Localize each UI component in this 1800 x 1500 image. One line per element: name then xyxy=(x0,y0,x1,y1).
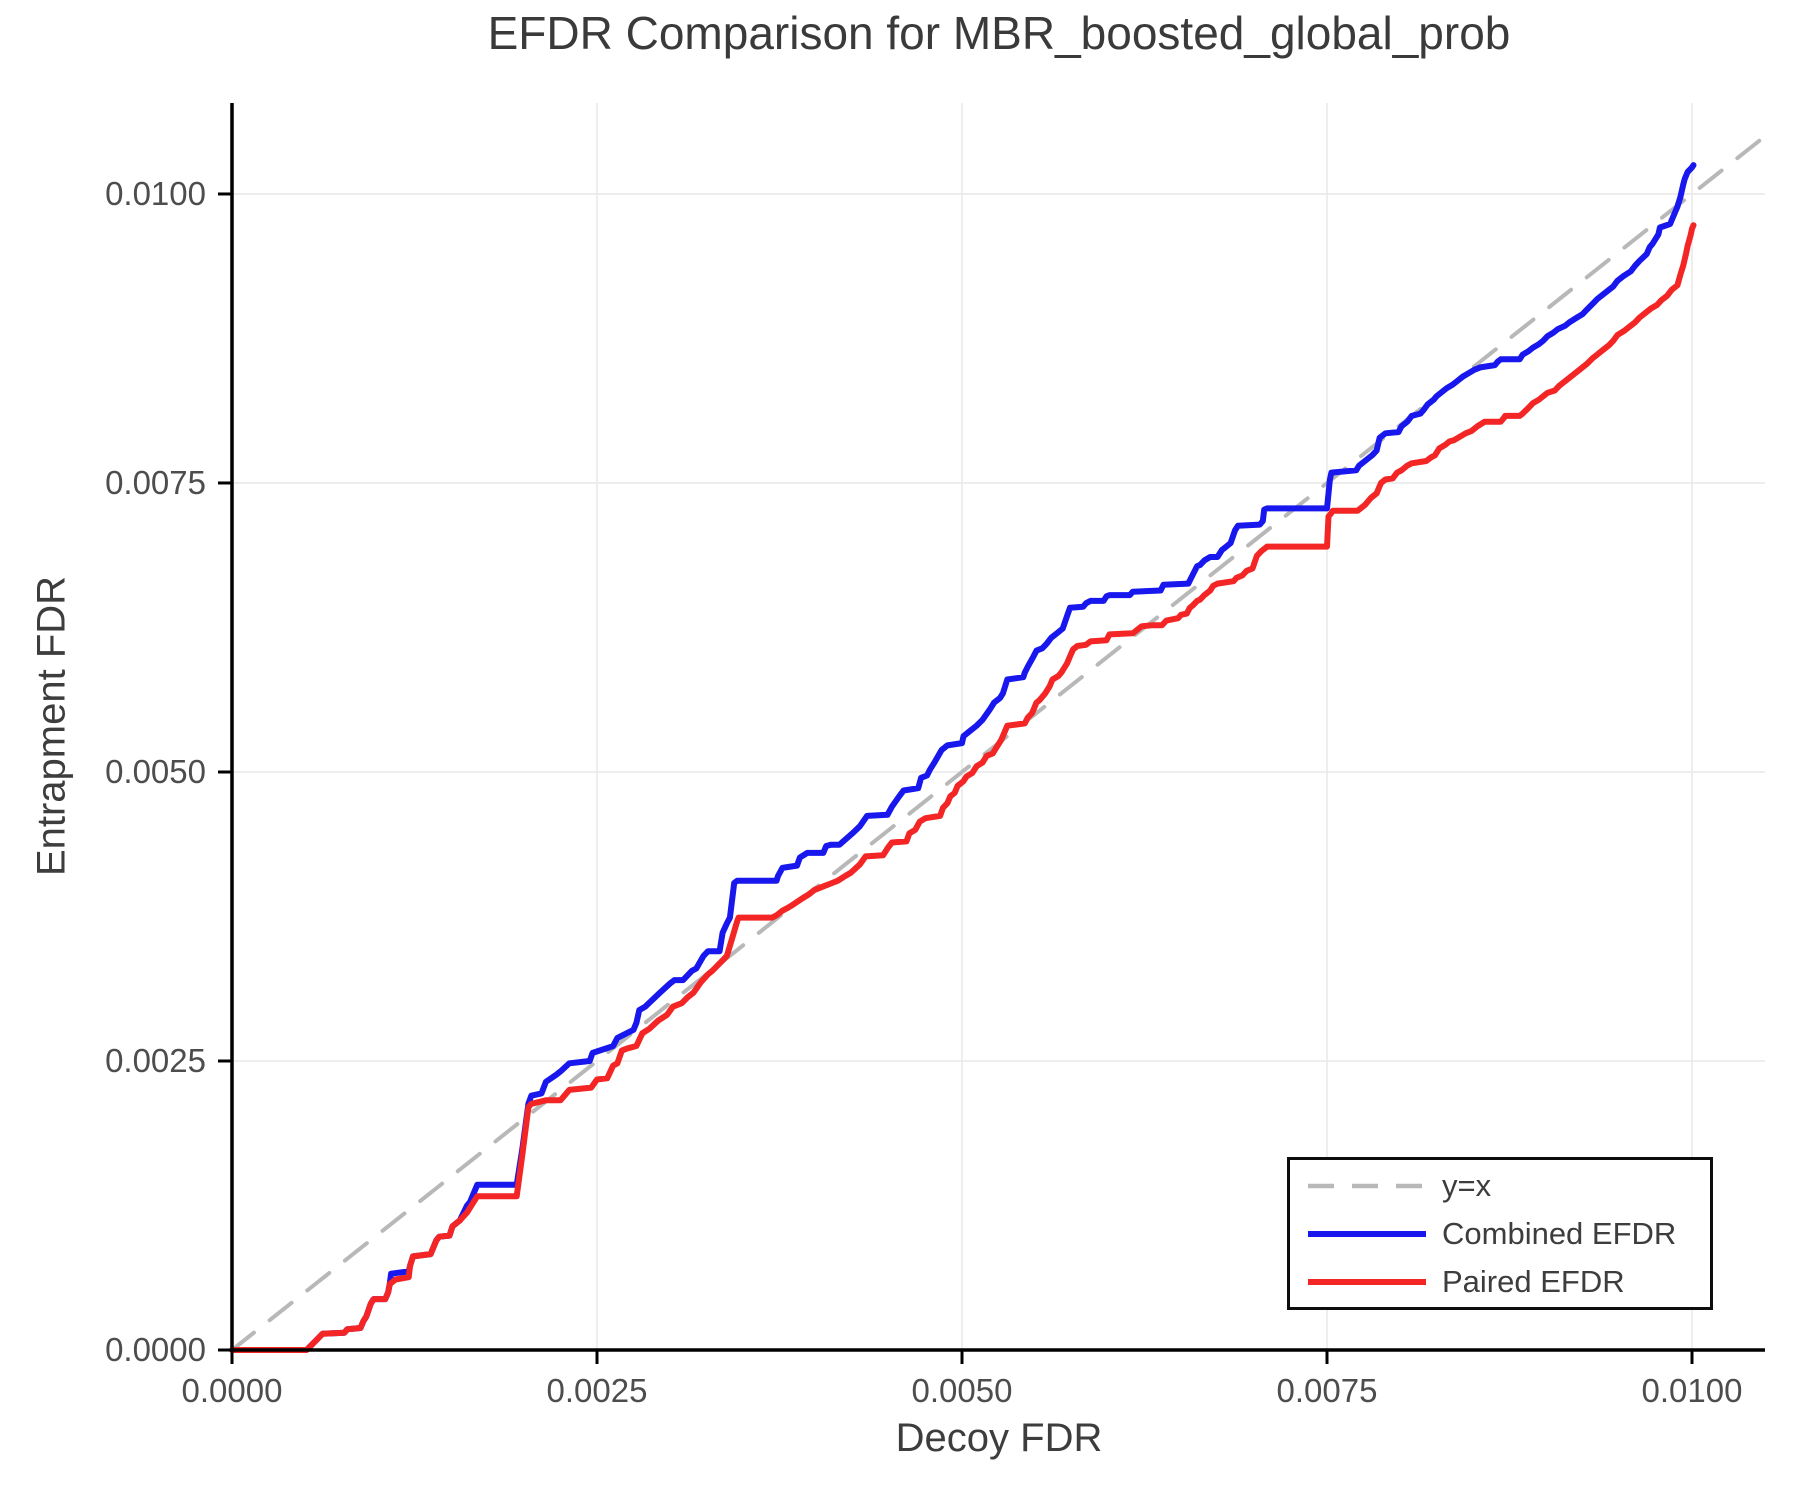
legend-row-identity: y=x xyxy=(1290,1164,1710,1208)
x-tick-label: 0.0075 xyxy=(1277,1372,1378,1409)
legend-row-combined: Combined EFDR xyxy=(1290,1212,1710,1256)
x-tick-label: 0.0050 xyxy=(912,1372,1013,1409)
x-axis-title: Decoy FDR xyxy=(895,1416,1103,1460)
legend: y=x Combined EFDR Paired EFDR xyxy=(1287,1157,1713,1310)
paired-efdr-line xyxy=(229,222,1697,1353)
combined-efdr-line xyxy=(229,162,1697,1353)
y-tick-label: 0.0000 xyxy=(105,1331,206,1368)
x-tick-label: 0.0000 xyxy=(182,1372,283,1409)
chart-title: EFDR Comparison for MBR_boosted_global_p… xyxy=(487,7,1511,59)
combined-line-swatch xyxy=(1308,1230,1426,1237)
y-tick-label: 0.0050 xyxy=(105,753,206,790)
y-tick-label: 0.0075 xyxy=(105,464,206,501)
paired-line-swatch xyxy=(1308,1278,1426,1285)
y-tick-label: 0.0100 xyxy=(105,175,206,212)
legend-label-paired: Paired EFDR xyxy=(1442,1263,1625,1299)
y-axis-title: Entrapment FDR xyxy=(29,575,74,877)
y-tick-label: 0.0025 xyxy=(105,1042,206,1079)
identity-line-swatch xyxy=(1308,1183,1426,1188)
legend-label-identity: y=x xyxy=(1442,1167,1492,1203)
legend-label-combined: Combined EFDR xyxy=(1442,1215,1677,1251)
x-tick-label: 0.0025 xyxy=(547,1372,648,1409)
x-tick-label: 0.0100 xyxy=(1642,1372,1743,1409)
legend-row-paired: Paired EFDR xyxy=(1290,1260,1710,1304)
